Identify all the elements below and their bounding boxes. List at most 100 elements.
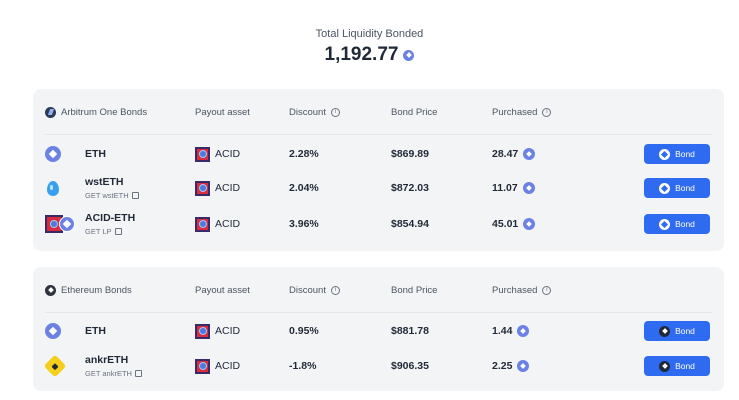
external-link-icon [134, 370, 142, 377]
asset-names: wstETH GET wstETH [85, 176, 139, 200]
info-icon[interactable]: i [330, 107, 340, 117]
asset-icon-slot [43, 354, 85, 378]
asset-cell: wstETH GET wstETH [45, 170, 139, 206]
ethereum-icon [523, 218, 536, 230]
ethereum-icon [59, 216, 75, 232]
bond-button-cell: Bond [644, 136, 710, 172]
asset-name: ACID-ETH [85, 212, 136, 224]
payout-asset: ACID [215, 325, 241, 337]
asset: ankrETH GET ankrETH [43, 354, 142, 378]
ethereum-icon [523, 148, 536, 160]
asset-icon-slot [45, 180, 85, 196]
get-asset-link[interactable]: GET ankrETH [85, 369, 142, 378]
purchased-value: 28.47 [492, 148, 519, 160]
bond-button-cell: Bond [644, 170, 710, 206]
purchased-value: 45.01 [492, 218, 519, 230]
asset-cell: ETH [45, 313, 106, 349]
bond-icon [659, 148, 671, 160]
info-icon[interactable]: i [330, 285, 340, 295]
asset-names: ETH [85, 148, 106, 160]
lp-pair-icon [45, 215, 75, 233]
bond-button[interactable]: Bond [644, 144, 710, 164]
payout-asset-header: Payout asset [195, 106, 250, 118]
bond-price-value: $906.35 [391, 360, 429, 372]
bond-button[interactable]: Bond [644, 321, 710, 341]
payout-asset: ACID [215, 218, 241, 230]
ethereum-icon [517, 325, 530, 337]
discount-value: 2.28% [289, 148, 319, 160]
bond-icon [659, 218, 671, 230]
acid-token-icon [195, 216, 210, 232]
get-asset-label: GET LP [85, 227, 112, 236]
payout-asset: ACID [215, 182, 241, 194]
asset: wstETH GET wstETH [45, 176, 139, 200]
bond-row-eth: ETH ACID 2.28% $869.89 28.47 Bond [33, 136, 724, 172]
bond-button[interactable]: Bond [644, 356, 710, 376]
asset: ETH [45, 323, 106, 339]
bond-price-header: Bond Price [391, 106, 438, 118]
ethereum-network-icon [45, 284, 56, 296]
bond-button-label: Bond [675, 149, 695, 159]
payout-cell: ACID [195, 348, 240, 384]
discount-value: 2.04% [289, 182, 319, 194]
acid-token-icon [195, 146, 210, 162]
bond-button[interactable]: Bond [644, 178, 710, 198]
payout-asset-header: Payout asset [195, 284, 250, 296]
wsteth-drop-icon [47, 180, 59, 196]
ethereum-icon [659, 325, 671, 337]
bond-button-label: Bond [675, 219, 695, 229]
purchased-value: 2.25 [492, 360, 513, 372]
bond-row-ankreth: ankrETH GET ankrETH ACID -1.8% $906.35 2… [33, 348, 724, 384]
bond-button[interactable]: Bond [644, 214, 710, 234]
ethereum-title-cell: Ethereum Bonds [45, 267, 132, 313]
purchased-header-label: Purchased [492, 284, 538, 296]
acid-token-icon [195, 358, 210, 374]
get-asset-link[interactable]: GET LP [85, 227, 135, 236]
purchased-header: Purchased i [492, 267, 552, 313]
bond-button-cell: Bond [644, 206, 710, 242]
purchased-value: 11.07 [492, 182, 518, 194]
bond-button-cell: Bond [644, 313, 710, 349]
info-icon[interactable]: i [542, 107, 552, 117]
ethereum-icon [45, 146, 61, 162]
bond-icon [659, 182, 671, 194]
get-asset-label: GET ankrETH [85, 369, 132, 378]
ethereum-bonds-panel: Ethereum Bonds Payout asset Discount i B… [33, 267, 724, 391]
discount-header-label: Discount [289, 284, 326, 296]
ethereum-bonds-title: Ethereum Bonds [61, 284, 132, 296]
bond-row-wsteth: wstETH GET wstETH ACID 2.04% $872.03 11.… [33, 170, 724, 206]
ethereum-bonds-header: Ethereum Bonds Payout asset Discount i B… [33, 267, 724, 313]
asset-name: ETH [85, 148, 106, 160]
payout-asset: ACID [215, 360, 241, 372]
discount-value: -1.8% [289, 360, 317, 372]
divider [45, 134, 712, 135]
get-asset-link[interactable]: GET wstETH [85, 191, 139, 200]
ankr-icon [43, 354, 67, 378]
asset-name: ankrETH [85, 354, 129, 366]
asset-names: ETH [85, 325, 106, 337]
bond-button-label: Bond [675, 326, 695, 336]
purchased-cell: 2.25 [492, 348, 530, 384]
bond-price-value: $854.94 [391, 218, 429, 230]
arbitrum-title-cell: Arbitrum One Bonds [45, 89, 147, 135]
external-link-icon [114, 228, 122, 235]
total-liquidity-value: 1,192.77 [324, 44, 399, 65]
asset-cell: ankrETH GET ankrETH [43, 348, 142, 384]
acid-token-icon [195, 323, 210, 339]
purchased-cell: 11.07 [492, 170, 535, 206]
bond-price-value: $872.03 [391, 182, 429, 194]
acid-token-icon [195, 180, 210, 196]
bond-button-label: Bond [675, 361, 695, 371]
ethereum-icon [517, 360, 530, 372]
asset-name: wstETH [85, 176, 124, 188]
bond-price-header: Bond Price [391, 284, 438, 296]
bond-row-eth: ETH ACID 0.95% $881.78 1.44 Bond [33, 313, 724, 349]
info-icon[interactable]: i [542, 285, 552, 295]
purchased-cell: 45.01 [492, 206, 536, 242]
external-link-icon [131, 192, 139, 199]
purchased-value: 1.44 [492, 325, 513, 337]
payout-cell: ACID [195, 170, 240, 206]
purchased-header: Purchased i [492, 89, 552, 135]
discount-value: 3.96% [289, 218, 319, 230]
ethereum-icon [403, 49, 415, 61]
